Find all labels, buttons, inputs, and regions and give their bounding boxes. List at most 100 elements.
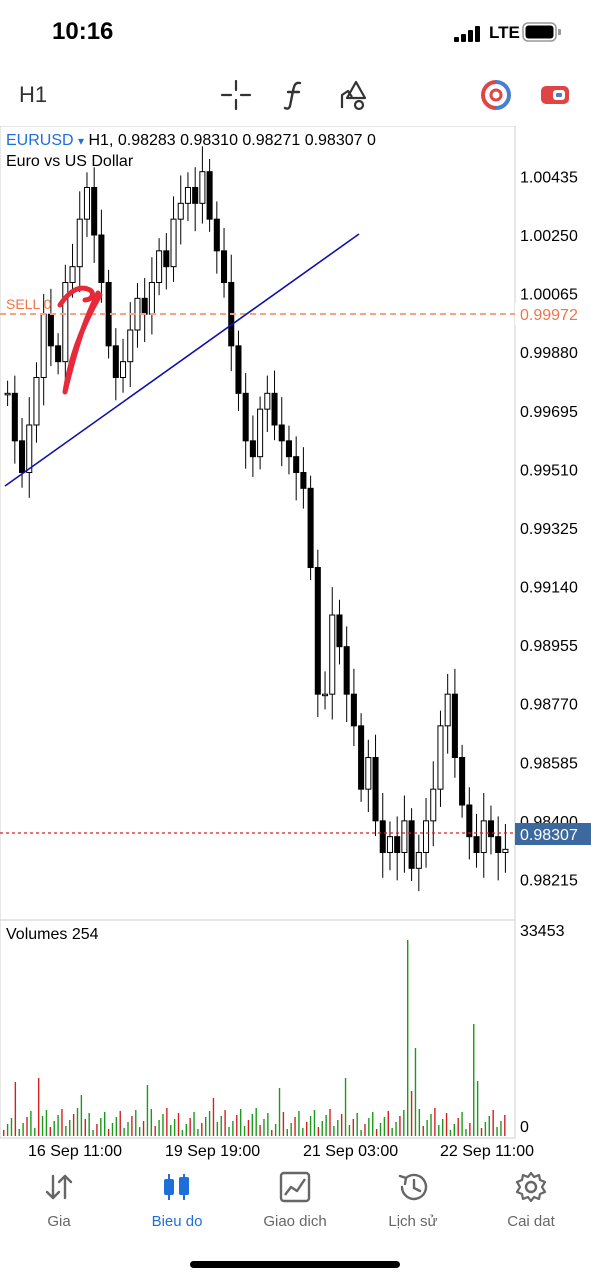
volume-bar	[313, 1110, 316, 1136]
candle-body	[322, 693, 329, 697]
candle-body	[487, 820, 494, 838]
volume-bar	[504, 1115, 506, 1136]
volume-bar	[142, 1121, 145, 1136]
nav-label-quotes: Gia	[47, 1213, 71, 1230]
volume-bar	[340, 1114, 343, 1136]
volume-bar	[123, 1128, 125, 1136]
volume-bar	[333, 1126, 335, 1136]
volume-bar	[18, 1129, 20, 1136]
candle-body	[62, 282, 69, 363]
nav-quotes[interactable]: Gia	[9, 1170, 109, 1230]
volume-bar	[22, 1123, 24, 1136]
volume-bar	[158, 1120, 160, 1136]
candle-body	[466, 804, 473, 838]
time-axis-label: 16 Sep 11:00	[28, 1143, 122, 1160]
nav-history[interactable]: Lịch sử	[363, 1170, 463, 1230]
volume-bar	[259, 1125, 261, 1136]
indicators-icon[interactable]	[278, 78, 312, 112]
candle-body	[358, 725, 365, 790]
nav-label-chart: Bieu do	[151, 1213, 203, 1230]
volume-bar	[185, 1124, 187, 1136]
volume-bar	[286, 1129, 288, 1136]
history-icon	[398, 1173, 428, 1201]
nav-trade[interactable]: Giao dich	[245, 1170, 345, 1230]
battery-icon	[522, 22, 561, 42]
candle-body	[415, 852, 422, 869]
volume-bar	[484, 1122, 487, 1136]
volume-bar	[321, 1121, 323, 1136]
volume-bar	[6, 1124, 9, 1136]
volume-bar	[166, 1108, 168, 1136]
volume-bar	[239, 1109, 242, 1136]
volume-bar	[45, 1110, 48, 1136]
volume-bar	[61, 1109, 63, 1136]
candle-body	[386, 836, 393, 854]
symbol-description: Euro vs US Dollar	[6, 153, 134, 170]
volume-bar	[247, 1120, 250, 1136]
nav-chart[interactable]: Bieu do	[127, 1170, 227, 1230]
current-price-label: 0.98307	[520, 827, 578, 844]
volume-bar	[146, 1085, 149, 1136]
nav-label-trade: Giao dich	[263, 1213, 327, 1230]
crosshair-icon[interactable]	[219, 78, 253, 112]
volume-bar	[438, 1125, 440, 1136]
volume-min-label: 0	[520, 1119, 529, 1136]
volume-bar	[107, 1129, 110, 1136]
candle-body	[423, 820, 430, 853]
chart-symbol-header[interactable]: EURUSD ▾ H1, 0.98283 0.98310 0.98271 0.9…	[6, 132, 376, 150]
volume-bar	[224, 1110, 226, 1136]
trendline[interactable]	[4, 233, 360, 487]
volume-bar	[201, 1123, 203, 1136]
candle-body	[394, 836, 401, 854]
candle-body	[98, 234, 105, 283]
candle-body	[55, 345, 62, 363]
sell-order-label: SELL 0	[6, 296, 52, 312]
volume-bar	[37, 1078, 40, 1136]
volumes-indicator-label: Volumes 254	[6, 926, 99, 943]
volume-bar	[193, 1112, 195, 1136]
candle-body	[314, 567, 321, 695]
symbol-dropdown-icon[interactable]: ▾	[78, 134, 85, 148]
candle-body	[177, 202, 184, 220]
volume-bar	[469, 1123, 471, 1136]
volume-bar	[375, 1129, 378, 1136]
time-axis-label: 22 Sep 11:00	[440, 1143, 534, 1160]
price-axis-label: 0.99140	[520, 580, 578, 597]
volume-bar	[372, 1112, 374, 1136]
volume-bar	[492, 1110, 494, 1136]
trade-icon	[279, 1171, 311, 1203]
price-axis-label: 0.98770	[520, 697, 578, 714]
timeframe-selector[interactable]: H1	[19, 82, 48, 107]
volume-bar	[500, 1121, 502, 1136]
volume-bar	[449, 1130, 452, 1136]
trade-panel-icon[interactable]	[538, 78, 572, 112]
candle-body	[257, 408, 264, 458]
volume-bar	[208, 1111, 211, 1136]
volume-bar	[263, 1119, 265, 1136]
volume-bar	[53, 1121, 55, 1136]
candle-body	[408, 820, 415, 869]
volume-bar	[173, 1119, 176, 1136]
volume-bar	[14, 1082, 17, 1136]
one-click-trading-icon[interactable]	[479, 78, 513, 112]
candle-body	[4, 392, 11, 396]
volume-bar	[30, 1111, 32, 1136]
candle-body	[235, 345, 242, 394]
volume-bar	[243, 1126, 246, 1136]
volume-bar	[216, 1122, 219, 1136]
volume-bar	[72, 1114, 75, 1136]
volume-bar	[177, 1113, 180, 1136]
candle-body	[148, 282, 155, 315]
volume-bar	[88, 1113, 90, 1136]
candle-body	[242, 392, 249, 442]
nav-settings[interactable]: Cai dat	[481, 1170, 581, 1230]
candle-body	[206, 171, 213, 220]
chart-toolbar: H1	[0, 72, 591, 118]
symbol-name[interactable]: EURUSD	[6, 132, 74, 149]
volume-bar	[34, 1128, 36, 1136]
volume-bar	[465, 1129, 467, 1136]
objects-icon[interactable]	[337, 78, 371, 112]
volume-bar	[407, 940, 409, 1136]
price-chart[interactable]: 1.00435 1.00250 1.00065 0.99880 0.99695 0.995…	[0, 126, 591, 1160]
volume-bar	[422, 1126, 424, 1136]
